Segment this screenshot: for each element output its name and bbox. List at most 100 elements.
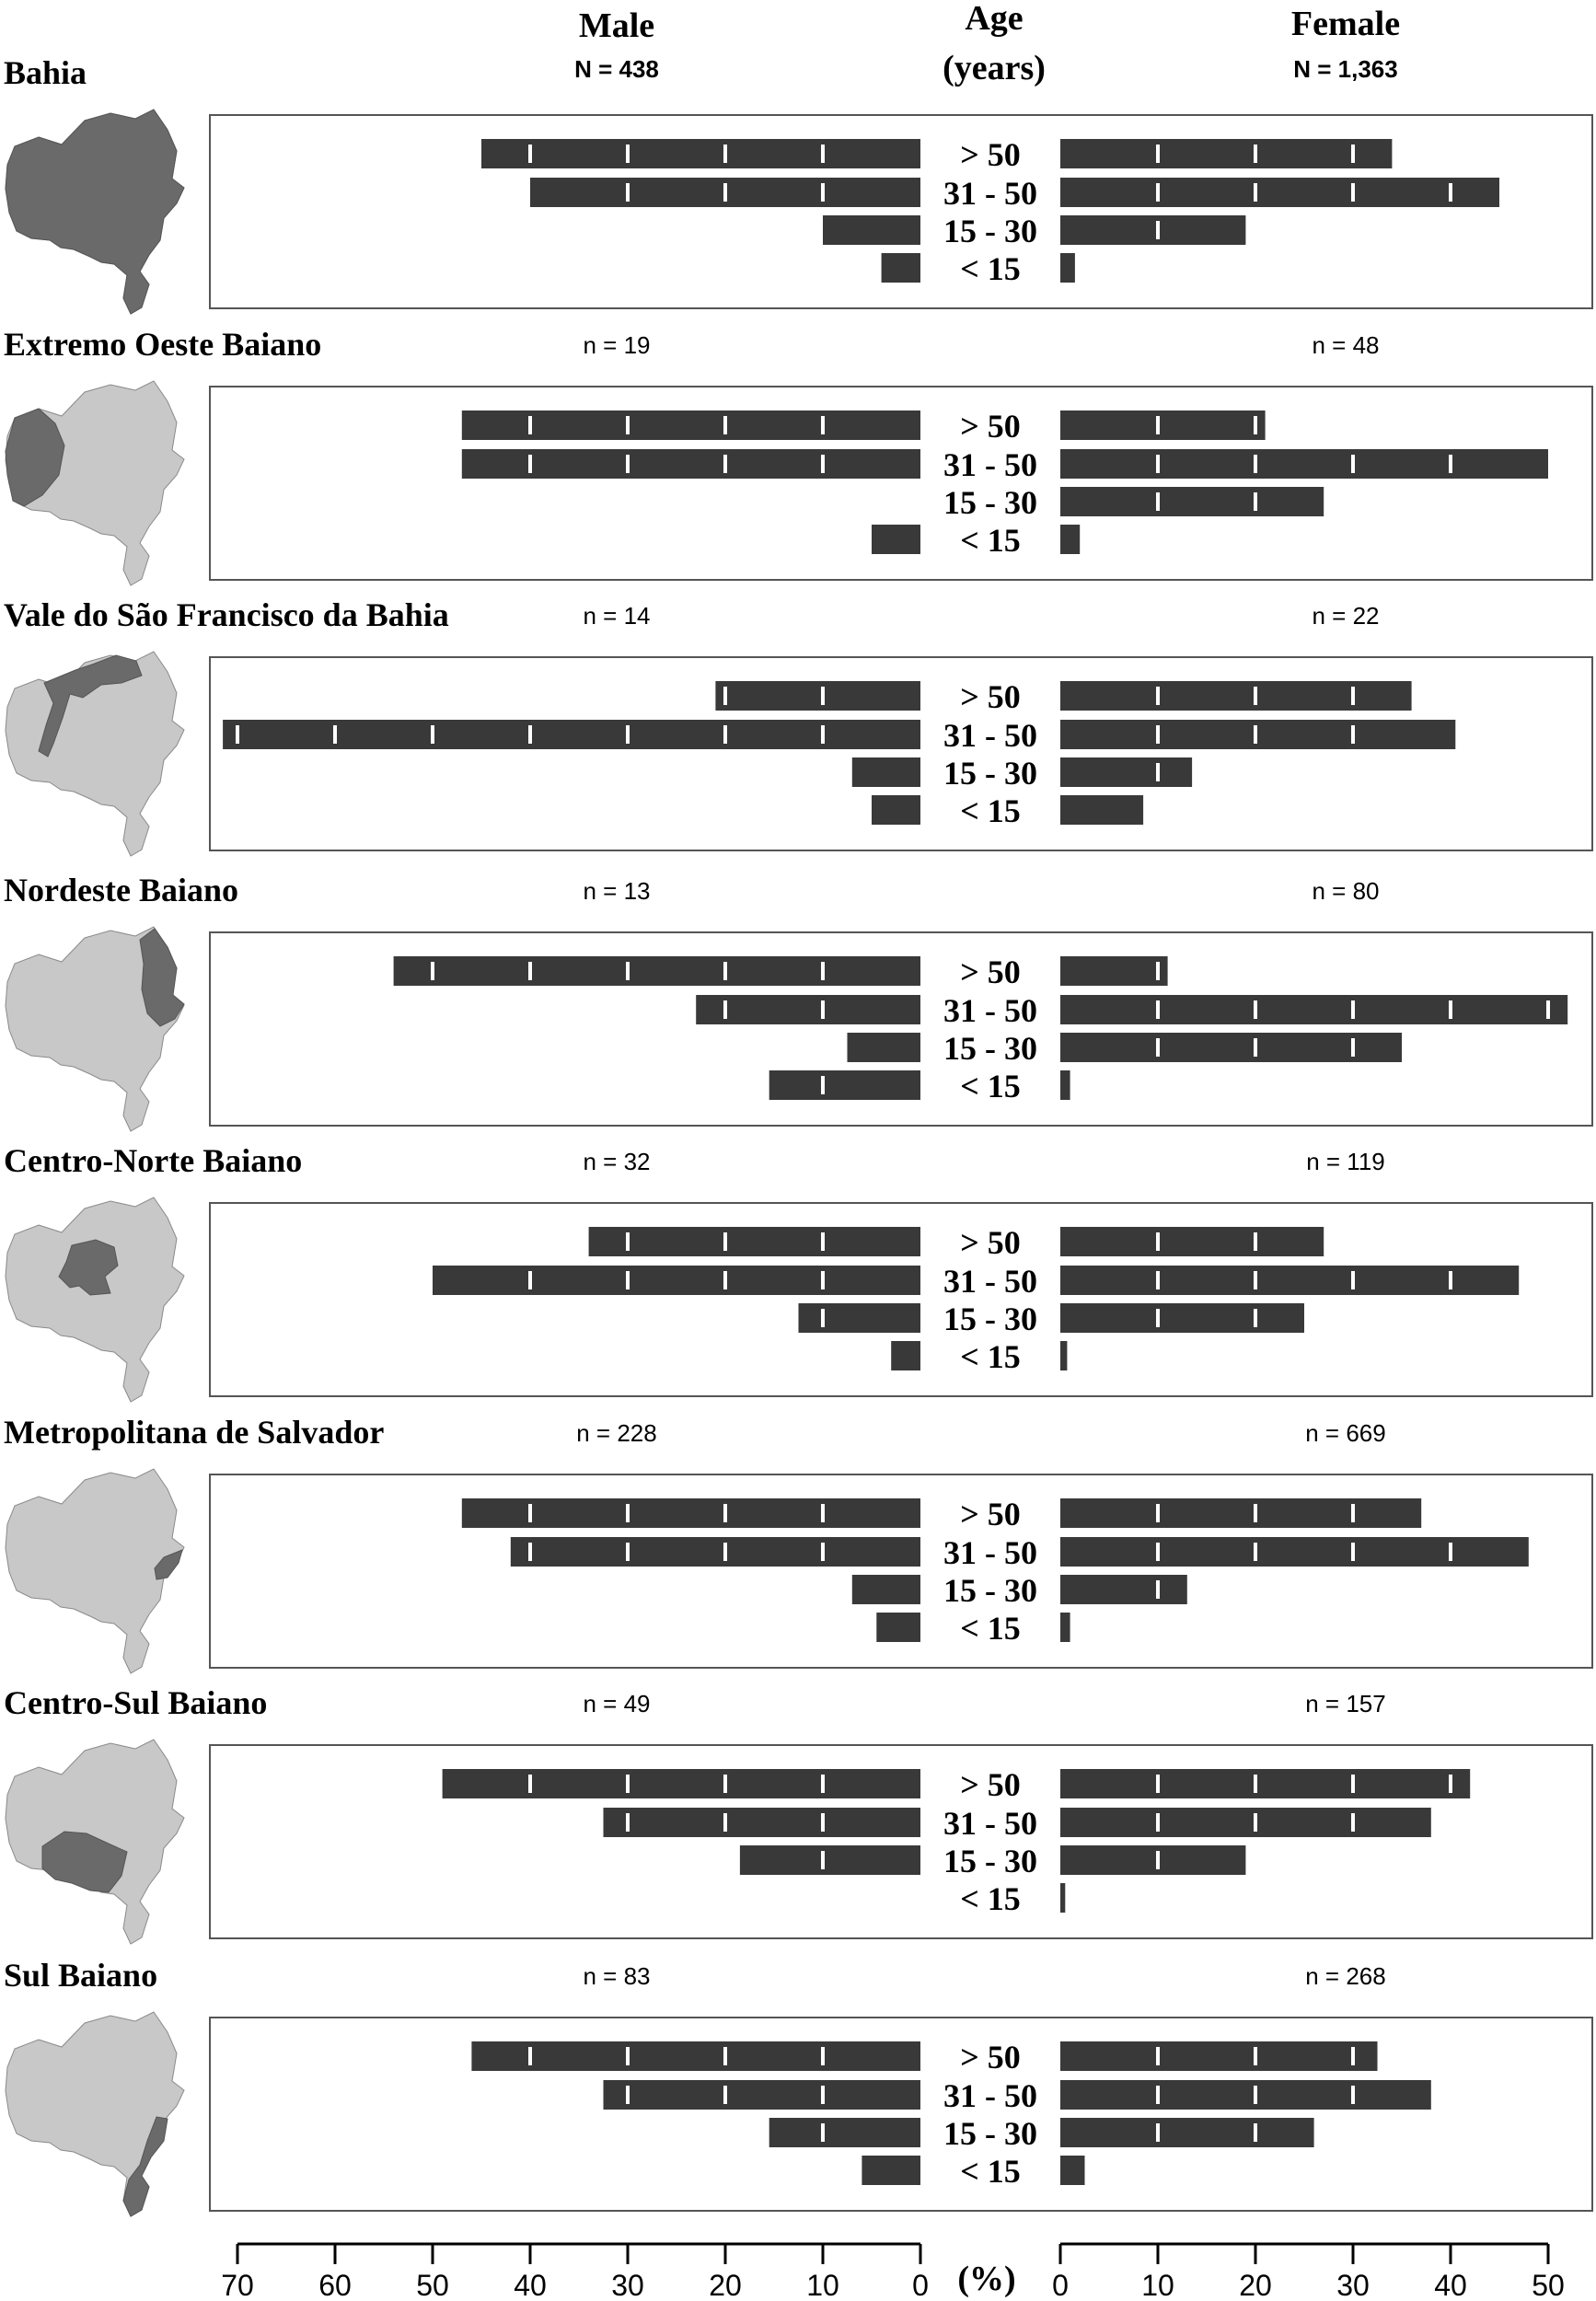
age-category-label: 31 - 50 <box>943 1263 1037 1300</box>
male-bar <box>223 720 921 749</box>
female-bar-tick <box>1156 1813 1160 1832</box>
female-bar <box>1060 1341 1068 1370</box>
region-map <box>5 1197 185 1403</box>
female-bar-tick <box>1156 1580 1160 1599</box>
female-bar-tick <box>1254 145 1257 163</box>
female-bar-tick <box>1254 183 1257 202</box>
age-category-label: 31 - 50 <box>943 1805 1037 1842</box>
male-bar-tick <box>723 1504 727 1522</box>
age-category-label: > 50 <box>960 2039 1021 2076</box>
male-bar-tick <box>626 2047 630 2065</box>
female-bar <box>1060 2118 1314 2147</box>
panel-2: Vale do São Francisco da Bahia n = 14 n = … <box>4 596 1593 857</box>
female-bar-tick <box>1351 455 1355 473</box>
male-bar <box>891 1341 920 1370</box>
female-bar <box>1060 1769 1471 1798</box>
female-bar-tick <box>1254 1309 1257 1327</box>
age-header-line1: Age <box>965 0 1023 38</box>
region-title: Bahia <box>4 54 87 91</box>
female-bar <box>1060 410 1266 440</box>
male-x-tick-label: 70 <box>221 2269 254 2301</box>
male-bar-tick <box>821 1851 825 1869</box>
female-bar <box>1060 449 1548 479</box>
female-bar-tick <box>1156 183 1160 202</box>
male-n-label: n = 49 <box>583 1690 650 1717</box>
panel-frame <box>209 2017 1593 2212</box>
male-bar <box>481 139 920 168</box>
male-bar-tick <box>626 416 630 434</box>
male-bar-tick <box>821 1504 825 1522</box>
panel-frame <box>209 114 1593 309</box>
female-total-n: N = 1,363 <box>1293 55 1397 83</box>
female-bar-tick <box>1156 1775 1160 1793</box>
female-bar-tick <box>1351 2086 1355 2104</box>
age-category-label: < 15 <box>960 1610 1021 1647</box>
female-bar-tick <box>1351 1775 1355 1793</box>
female-bar <box>1060 2156 1085 2185</box>
male-bar-tick <box>821 455 825 473</box>
male-bar-tick <box>821 183 825 202</box>
age-category-label: 15 - 30 <box>943 1301 1037 1337</box>
female-bar-tick <box>1254 2047 1257 2065</box>
map-region-highlight <box>122 2116 168 2217</box>
male-bar <box>769 2118 920 2147</box>
female-x-tick-label: 0 <box>1052 2269 1069 2301</box>
region-title: Metropolitana de Salvador <box>4 1414 384 1451</box>
female-bar <box>1060 253 1075 283</box>
male-n-label: n = 83 <box>583 1962 650 1990</box>
female-bar-tick <box>1156 962 1160 980</box>
region-map <box>5 109 185 315</box>
age-category-label: 31 - 50 <box>943 1534 1037 1571</box>
map-region-highlight <box>139 928 185 1027</box>
male-x-tick-label: 50 <box>416 2269 449 2301</box>
region-map <box>5 1739 185 1945</box>
female-bar-tick <box>1156 221 1160 239</box>
female-bar-tick <box>1449 183 1452 202</box>
female-bar <box>1060 956 1168 986</box>
age-category-label: 15 - 30 <box>943 484 1037 521</box>
male-bar-tick <box>528 145 532 163</box>
female-bar-tick <box>1156 2086 1160 2104</box>
male-bar <box>461 410 920 440</box>
female-header: Female <box>1291 5 1400 43</box>
female-bar-tick <box>1351 1271 1355 1289</box>
female-bar-tick <box>1156 687 1160 705</box>
male-x-tick-label: 20 <box>709 2269 742 2301</box>
male-bar-tick <box>626 725 630 744</box>
female-bar-tick <box>1351 1038 1355 1057</box>
panel-frame <box>209 386 1593 581</box>
female-bar <box>1060 1227 1324 1256</box>
age-category-label: > 50 <box>960 1224 1021 1261</box>
age-category-label: 15 - 30 <box>943 213 1037 249</box>
male-bar <box>739 1845 920 1875</box>
male-bar-tick <box>528 416 532 434</box>
female-bar-tick <box>1254 1775 1257 1793</box>
male-n-label: n = 19 <box>583 331 650 359</box>
male-bar-tick <box>626 455 630 473</box>
female-n-label: n = 22 <box>1312 602 1379 630</box>
male-bar <box>461 449 920 479</box>
female-bar-tick <box>1449 1775 1452 1793</box>
male-bar-tick <box>626 145 630 163</box>
male-bar-tick <box>723 1543 727 1561</box>
female-bar-tick <box>1156 1309 1160 1327</box>
female-bar-tick <box>1254 725 1257 744</box>
male-bar-tick <box>723 1813 727 1832</box>
female-bar-tick <box>1254 1504 1257 1522</box>
male-bar-tick <box>626 183 630 202</box>
male-bar <box>433 1266 920 1295</box>
region-map <box>5 926 185 1132</box>
age-category-label: 31 - 50 <box>943 175 1037 212</box>
male-bar-tick <box>821 725 825 744</box>
female-bar-tick <box>1351 1813 1355 1832</box>
female-bar-tick <box>1156 2047 1160 2065</box>
age-category-label: < 15 <box>960 1338 1021 1375</box>
female-bar <box>1060 139 1393 168</box>
male-bar-tick <box>236 725 239 744</box>
age-category-label: < 15 <box>960 522 1021 559</box>
male-bar-tick <box>821 1813 825 1832</box>
age-category-label: > 50 <box>960 954 1021 990</box>
